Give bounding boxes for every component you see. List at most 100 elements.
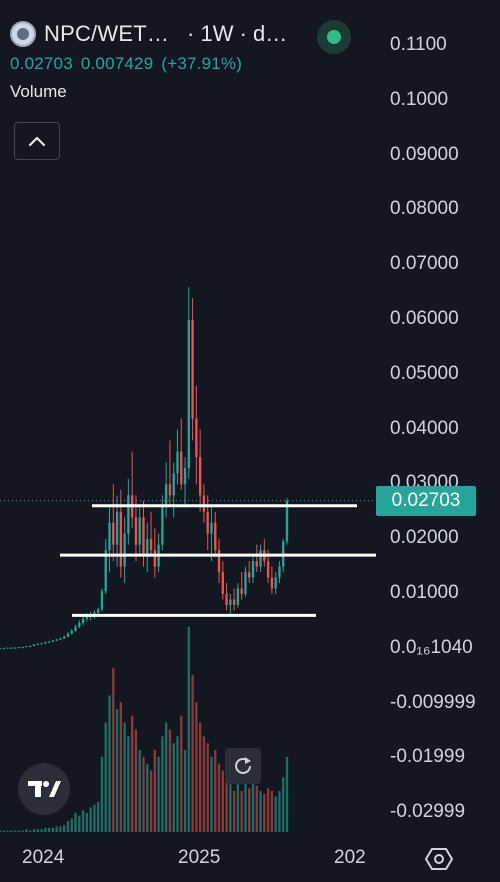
volume-bar bbox=[274, 796, 277, 832]
candle-body bbox=[149, 539, 153, 551]
volume-bar bbox=[81, 810, 85, 832]
candle-body bbox=[29, 646, 32, 648]
volume-bar bbox=[168, 729, 172, 832]
price-tick-label: 0.09000 bbox=[390, 143, 459, 165]
candle-body bbox=[21, 647, 24, 649]
market-status-icon[interactable] bbox=[317, 20, 351, 54]
volume-bar bbox=[127, 736, 130, 832]
volume-bar bbox=[0, 830, 2, 832]
volume-bar bbox=[221, 770, 224, 832]
candle-body bbox=[47, 641, 51, 643]
volume-bar bbox=[229, 784, 232, 832]
candle-body bbox=[217, 550, 221, 573]
volume-bar bbox=[183, 750, 187, 832]
candle-body bbox=[195, 418, 198, 457]
candle-body bbox=[59, 638, 62, 640]
candle-body bbox=[210, 522, 213, 534]
candle-body bbox=[100, 591, 104, 610]
price-tick-label: 0.05000 bbox=[390, 362, 459, 384]
candle-body bbox=[202, 495, 206, 512]
candle-body bbox=[55, 639, 58, 641]
volume-bar bbox=[172, 743, 175, 832]
reset-view-icon bbox=[235, 757, 251, 774]
price-tick-label: -0.01999 bbox=[390, 746, 466, 768]
volume-bar bbox=[74, 812, 77, 832]
chart-canvas[interactable] bbox=[0, 0, 380, 835]
candle-body bbox=[180, 451, 183, 485]
candle-body bbox=[44, 642, 47, 644]
time-tick-label: 202 bbox=[334, 847, 366, 868]
interval-label[interactable]: · 1W · d… bbox=[187, 21, 288, 46]
time-axis[interactable]: 2024 2025 202 bbox=[0, 835, 500, 882]
tradingview-logo-icon[interactable] bbox=[18, 763, 70, 815]
candle-body bbox=[36, 643, 39, 645]
volume-indicator-label[interactable]: Volume bbox=[10, 82, 67, 101]
volume-bar bbox=[40, 829, 43, 832]
volume-bar bbox=[115, 709, 119, 832]
volume-bar bbox=[138, 750, 141, 832]
candle-body bbox=[187, 320, 190, 468]
candle-body bbox=[266, 561, 270, 578]
volume-bar bbox=[2, 830, 5, 832]
candle-body bbox=[108, 522, 111, 551]
candle-body bbox=[78, 623, 81, 627]
candle-body bbox=[214, 522, 217, 551]
volume-bar bbox=[161, 736, 164, 832]
volume-bar bbox=[29, 830, 32, 832]
volume-bar bbox=[44, 827, 47, 832]
candle-body bbox=[244, 572, 247, 594]
volume-bar bbox=[70, 818, 73, 832]
volume-bar bbox=[146, 763, 149, 832]
volume-bar bbox=[97, 801, 100, 832]
candle-body bbox=[191, 320, 194, 419]
volume-bar bbox=[202, 736, 206, 832]
candle-body bbox=[176, 451, 179, 474]
candle-body bbox=[74, 626, 77, 631]
volume-bar bbox=[108, 695, 111, 832]
candle-body bbox=[255, 561, 258, 567]
volume-bar bbox=[214, 750, 217, 832]
volume-bar bbox=[17, 830, 21, 832]
symbol-name[interactable]: NPC/WET… bbox=[44, 21, 170, 46]
price-tick-label: 0.06000 bbox=[390, 308, 459, 329]
volume-bar bbox=[131, 715, 134, 832]
collapse-indicators-button[interactable] bbox=[14, 122, 60, 160]
candle-body bbox=[206, 511, 209, 534]
reset-view-button[interactable] bbox=[225, 748, 261, 784]
volume-bar bbox=[282, 777, 285, 832]
candle-body bbox=[146, 539, 149, 556]
current-price-label: 0.02703 bbox=[376, 486, 476, 516]
candle-body bbox=[40, 643, 43, 645]
volume-bar bbox=[191, 674, 194, 832]
candle-body bbox=[2, 648, 5, 650]
volume-bar bbox=[206, 743, 209, 832]
volume-bar bbox=[225, 777, 228, 832]
chart-header: NPC/WET… · 1W · d… 0.02703 0.007429 (+37.9… bbox=[10, 18, 351, 102]
candle-body bbox=[97, 609, 100, 613]
price-tick-label: -0.009999 bbox=[390, 691, 476, 713]
time-tick-label: 2024 bbox=[22, 847, 65, 868]
candle-body bbox=[168, 484, 172, 496]
volume-bar bbox=[66, 821, 70, 832]
volume-bar bbox=[93, 804, 96, 832]
settings-icon[interactable] bbox=[424, 846, 454, 872]
volume-bar bbox=[263, 793, 266, 832]
candle-body bbox=[17, 647, 21, 649]
last-price: 0.02703 bbox=[10, 54, 73, 73]
chart-pane[interactable] bbox=[0, 0, 380, 835]
candle-body bbox=[236, 588, 240, 605]
volume-bar bbox=[78, 815, 81, 832]
volume-bar bbox=[13, 830, 17, 832]
volume-bar bbox=[89, 807, 92, 832]
candle-body bbox=[63, 636, 66, 639]
candle-body bbox=[183, 467, 187, 485]
candle-body bbox=[0, 648, 2, 650]
candle-body bbox=[142, 517, 145, 556]
volume-bar bbox=[119, 702, 123, 832]
candle-body bbox=[172, 473, 175, 496]
price-axis[interactable]: 0.1100 0.1000 0.09000 0.08000 0.07000 0.06000… bbox=[380, 0, 500, 835]
volume-bar bbox=[278, 791, 281, 832]
price-tick-label: 0.08000 bbox=[390, 198, 459, 220]
volume-bar bbox=[149, 770, 153, 832]
volume-bar bbox=[270, 791, 274, 832]
